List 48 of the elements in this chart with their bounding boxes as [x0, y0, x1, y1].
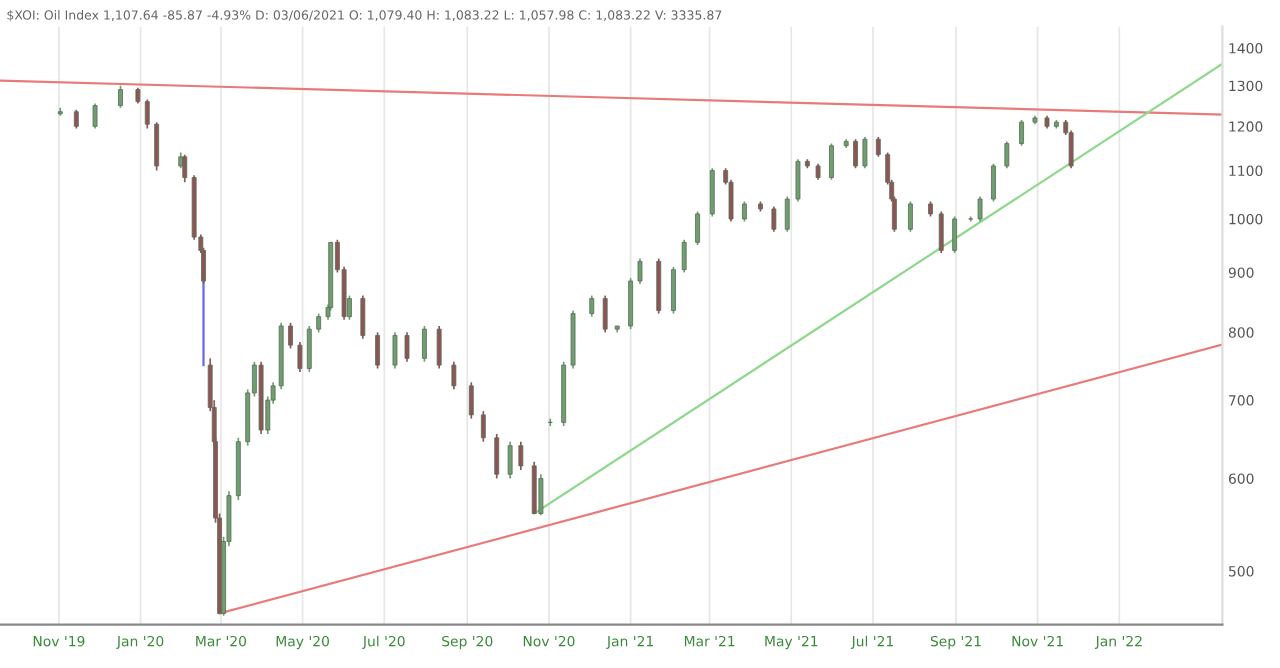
candlestick — [144, 98, 150, 130]
candlestick — [968, 215, 974, 223]
candlestick — [908, 200, 913, 233]
candlestick — [436, 325, 442, 370]
candlestick — [784, 195, 790, 233]
candlestick — [531, 460, 537, 515]
candlestick — [392, 331, 398, 370]
candlestick — [829, 142, 834, 181]
candlestick — [875, 136, 881, 158]
candlestick — [154, 121, 160, 172]
candlestick — [602, 294, 608, 334]
candlestick — [695, 210, 700, 246]
candlestick — [1004, 140, 1010, 170]
candlestick — [628, 277, 634, 330]
candlestick — [637, 257, 643, 285]
candlestick — [795, 158, 801, 203]
candlestick — [681, 238, 687, 274]
candlestick — [938, 210, 944, 254]
candlestick — [288, 322, 293, 350]
candlestick — [494, 433, 500, 480]
candlestick — [480, 410, 486, 443]
candlestick — [73, 108, 79, 130]
candlestick — [422, 325, 427, 363]
candlestick — [360, 294, 366, 340]
candlestick — [991, 162, 996, 203]
candlestick — [306, 325, 312, 373]
candlestick — [297, 341, 303, 373]
candlestick — [589, 294, 595, 318]
candlestick — [507, 440, 513, 480]
candlestick — [741, 200, 747, 223]
candlestick — [1019, 119, 1024, 147]
candlestick — [92, 102, 98, 130]
candlestick — [118, 84, 123, 109]
candlestick — [468, 381, 474, 420]
candlestick — [952, 215, 958, 254]
candlestick — [771, 205, 777, 233]
candlestick — [709, 167, 715, 218]
candlestick — [853, 138, 858, 170]
candlestick — [977, 195, 983, 223]
candlestick — [375, 331, 380, 370]
candlestick — [538, 473, 544, 517]
candlestick — [182, 153, 188, 184]
candlestick — [862, 136, 868, 170]
candlestick — [404, 331, 410, 363]
candlestick — [451, 360, 457, 391]
candlestick — [316, 312, 322, 334]
candlestick — [518, 440, 524, 471]
candlestick — [671, 266, 676, 315]
